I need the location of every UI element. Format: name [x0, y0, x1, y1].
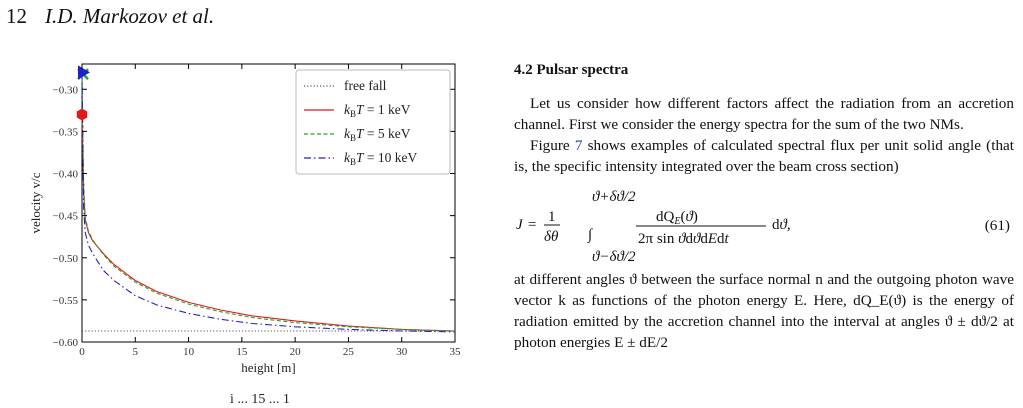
svg-text:∫: ∫ [587, 227, 594, 243]
section-title: 4.2 Pulsar spectra [514, 62, 629, 78]
figure-velocity-plot: 0 5 10 15 20 25 30 35 −0.60 −0.55 −0.50 −0.45 −0.40 −… [0, 52, 470, 407]
svg-text:dQE(ϑ): dQE(ϑ) [656, 209, 698, 227]
svg-text:dϑ,: dϑ, [772, 217, 791, 233]
x-tick-label: 25 [343, 346, 355, 358]
y-axis-label: velocity v/c [28, 172, 43, 233]
paragraph-2-lead: Figure [530, 137, 575, 154]
legend-box [295, 69, 451, 175]
y-tick-label: −0.35 [53, 126, 79, 138]
x-tick-label: 15 [236, 346, 248, 358]
series-line-2 [81, 72, 456, 332]
velocity-height-chart: 0 5 10 15 20 25 30 35 −0.60 −0.55 −0.50 −0.45 −0.40 −… [28, 63, 461, 375]
x-tick-label: 20 [290, 346, 302, 358]
y-tick-label: −0.40 [53, 169, 79, 181]
text-column: 4.2 Pulsar spectra Let us consider how d… [514, 48, 1014, 353]
y-tick-label: −0.55 [53, 295, 79, 307]
y-tick-label: −0.30 [53, 84, 79, 96]
plot-ticks-group: 0 5 10 15 20 25 30 35 −0.60 −0.55 −0.50 −0.45 −0.40 −… [53, 64, 461, 358]
equation-61: J = 1 δθ ϑ+δϑ/2 ∫ ϑ−δϑ/2 dQE(ϑ) 2π sin ϑ… [514, 185, 1014, 265]
svg-text:ϑ−δϑ/2: ϑ−δϑ/2 [592, 249, 636, 265]
author-line: I.D. Markozov et al. [45, 4, 215, 28]
plot-frame [81, 63, 456, 343]
svg-text:J: J [516, 217, 524, 233]
marker-hexagon [76, 108, 88, 121]
x-tick-label: 0 [79, 346, 85, 358]
x-tick-label: 10 [183, 346, 195, 358]
plot-series-group [81, 72, 456, 333]
x-tick-label: 5 [133, 346, 139, 358]
equation-body: J = 1 δθ ϑ+δϑ/2 ∫ ϑ−δϑ/2 dQE(ϑ) 2π sin ϑ… [516, 189, 791, 265]
legend-label: kBT = 1 keV [344, 102, 411, 119]
svg-text:1: 1 [548, 209, 556, 225]
paragraph-2: Figure 7 shows examples of calculated sp… [514, 135, 1014, 177]
figure-caption-fragment: i ... 15 ... 1 [230, 392, 290, 407]
legend-label: kBT = 10 keV [344, 150, 418, 167]
plot-legend: free fall kBT = 1 keV kBT = 5 keV kBT = 10 … [295, 69, 451, 175]
x-tick-label: 30 [396, 346, 408, 358]
running-header: 12 I.D. Markozov et al. [6, 4, 214, 29]
y-tick-label: −0.60 [53, 337, 79, 349]
legend-label: kBT = 5 keV [344, 126, 411, 143]
plot-border [81, 63, 456, 343]
x-axis-label: height [m] [241, 360, 296, 375]
svg-text:=: = [528, 217, 536, 233]
page-number: 12 [6, 4, 27, 28]
figure-reference-link[interactable]: 7 [574, 137, 583, 154]
marker-triangle [78, 65, 90, 80]
paragraph-3: at different angles ϑ between the surfac… [514, 271, 1014, 351]
y-tick-label: −0.45 [53, 211, 79, 223]
svg-text:δθ: δθ [544, 229, 559, 245]
x-tick-label: 35 [450, 346, 462, 358]
equation-number: (61) [984, 217, 1010, 234]
plot-markers-group [76, 65, 90, 121]
svg-text:ϑ+δϑ/2: ϑ+δϑ/2 [592, 189, 636, 205]
paragraph-2-rest: shows examples of calculated spectral fl… [514, 137, 1014, 175]
svg-text:2π sin ϑdϑdEdt: 2π sin ϑdϑdEdt [638, 231, 730, 247]
series-line-1 [81, 114, 456, 332]
legend-label: free fall [344, 78, 387, 93]
paragraph-1: Let us consider how different factors af… [514, 95, 1014, 133]
y-tick-label: −0.50 [53, 253, 79, 265]
